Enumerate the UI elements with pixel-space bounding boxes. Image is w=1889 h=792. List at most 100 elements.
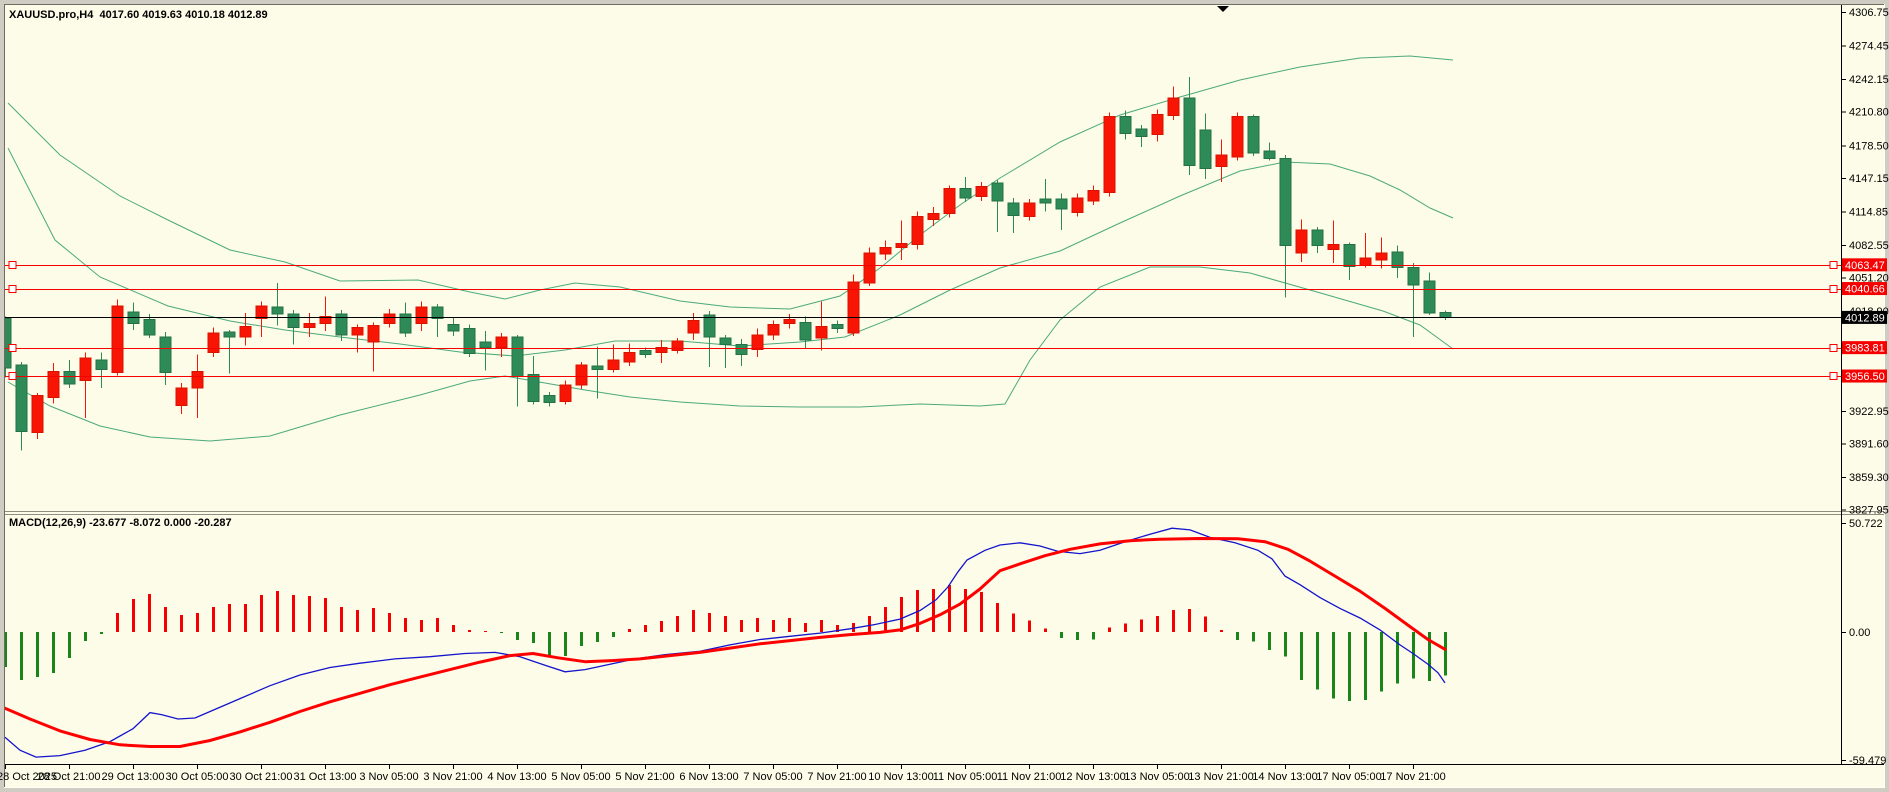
time-tick-label: 13 Nov 05:00 [1124, 771, 1189, 783]
time-tick-label: 17 Nov 21:00 [1380, 771, 1445, 783]
candle-body [335, 313, 348, 336]
candle-body [943, 187, 956, 214]
candle-body [1023, 202, 1036, 217]
time-tick-label: 11 Nov 21:00 [997, 771, 1062, 783]
level-drag-handle[interactable] [8, 284, 17, 294]
level-drag-handle[interactable] [8, 371, 17, 381]
time-tick-label: 7 Nov 21:00 [807, 771, 866, 783]
level-drag-handle[interactable] [1829, 260, 1838, 270]
time-tick-label: 28 Oct 2025 [0, 771, 57, 783]
candle-body [1311, 229, 1324, 247]
price-tick-label: 3891.60 [1849, 438, 1889, 450]
candle-body [143, 318, 156, 336]
candle-body [1423, 280, 1436, 314]
candle-body [767, 324, 780, 336]
candle-body [15, 364, 28, 433]
candle-body [1039, 198, 1052, 204]
time-tick-label: 4 Nov 13:00 [487, 771, 546, 783]
candle-body [191, 370, 204, 389]
bollinger-band-middle [7, 147, 1454, 357]
candle-body [431, 306, 444, 319]
candle-body [1407, 266, 1420, 286]
price-badges: 4063.47 4040.66 3983.81 3956.50 4012.89 [1842, 258, 1887, 383]
candle-body [1439, 312, 1452, 318]
bollinger-bands [7, 55, 1454, 442]
time-tick-label: 14 Nov 13:00 [1252, 771, 1317, 783]
candle-body [1087, 189, 1100, 202]
candle-body [975, 185, 988, 198]
candle-body [1199, 129, 1212, 170]
candle-body [79, 357, 92, 382]
price-tick-label: 4147.15 [1849, 173, 1889, 185]
candle-body [31, 394, 44, 434]
price-badge: 4063.47 [1845, 260, 1885, 272]
candle-body [1007, 202, 1020, 216]
time-tick-label: 28 Oct 21:00 [38, 771, 101, 783]
candle-body [1055, 198, 1068, 210]
candle-body [1343, 244, 1356, 267]
candle-body [719, 337, 732, 345]
level-drag-handle[interactable] [8, 343, 17, 353]
candle-body [1247, 116, 1260, 154]
time-tick-label: 31 Oct 13:00 [294, 771, 357, 783]
candle-body [303, 323, 316, 329]
candle-body [1119, 116, 1132, 134]
axes [5, 5, 1884, 765]
candle-body [623, 352, 636, 363]
candle-body [687, 319, 700, 334]
candle-body [1167, 97, 1180, 117]
price-tick-label: 4242.15 [1849, 74, 1889, 86]
candle-body [159, 336, 172, 373]
candle-body [863, 252, 876, 284]
candle-body [1279, 157, 1292, 247]
candle-body [815, 326, 828, 339]
price-tick-label: 3922.95 [1849, 406, 1889, 418]
price-tick-label: 4178.50 [1849, 140, 1889, 152]
candle-body [271, 306, 284, 315]
candle-body [239, 326, 252, 338]
macd-signal-line [5, 537, 1447, 748]
price-axis[interactable]: 4306.75 4274.45 4242.15 4210.80 4178.50 4147.… [1841, 7, 1889, 767]
candle-body [591, 365, 604, 370]
candle-body [703, 314, 716, 338]
time-tick-label: 5 Nov 05:00 [551, 771, 610, 783]
candle-body [1295, 229, 1308, 254]
candle-body [895, 242, 908, 249]
price-tick-label: 4114.85 [1849, 206, 1888, 218]
candle-body [1327, 244, 1340, 251]
price-tick-label: 4082.55 [1849, 240, 1889, 252]
candle-body [223, 331, 236, 338]
candle-body [1359, 257, 1372, 266]
candle-body [287, 313, 300, 329]
candle-body [479, 341, 492, 348]
time-tick-label: 30 Oct 05:00 [166, 771, 229, 783]
candle-body [879, 247, 892, 255]
level-drag-handle[interactable] [1829, 371, 1838, 381]
candle-body [671, 340, 684, 352]
candle-body [1231, 116, 1244, 158]
candle-body [927, 212, 940, 221]
level-drag-handle[interactable] [1829, 343, 1838, 353]
candle-body [1263, 150, 1276, 159]
candle-body [783, 318, 796, 325]
candle-body [5, 317, 12, 369]
candle-body [415, 306, 428, 325]
level-drag-handle[interactable] [8, 260, 17, 270]
candle-body [447, 324, 460, 332]
chart-shift-marker[interactable] [1217, 6, 1229, 12]
candle-body [847, 281, 860, 334]
candle-body [495, 336, 508, 348]
level-drag-handle[interactable] [1829, 284, 1838, 294]
time-tick-label: 12 Nov 13:00 [1060, 771, 1125, 783]
candle-body [1215, 154, 1228, 168]
macd-main-line [5, 527, 1446, 758]
candle-body [1391, 251, 1404, 268]
candle-body [959, 187, 972, 199]
price-tick-label: 4210.80 [1849, 107, 1889, 119]
price-tick-label: 4051.20 [1849, 273, 1889, 285]
time-tick-label: 30 Oct 21:00 [230, 771, 293, 783]
candle-body [63, 370, 76, 385]
